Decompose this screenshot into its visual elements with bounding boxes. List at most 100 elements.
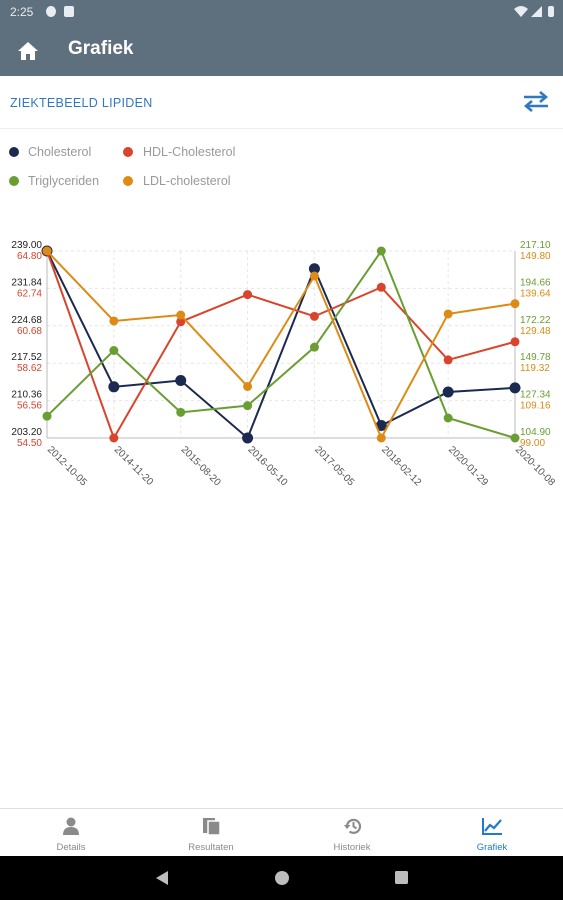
x-tick-label: 2018-02-12 xyxy=(379,444,423,488)
data-point-cholesterol xyxy=(442,386,454,398)
x-tick-label: 2014-11-20 xyxy=(112,444,156,488)
x-tick-label: 2020-10-08 xyxy=(513,444,557,488)
left-tick-label: 217.52 xyxy=(11,352,42,363)
left-tick-label: 203.20 xyxy=(11,427,42,438)
left-tick-label: 231.84 xyxy=(11,277,42,288)
left-tick-label: 54.50 xyxy=(17,438,42,449)
sync-status-icon xyxy=(46,6,56,17)
sim-status-icon xyxy=(64,6,74,17)
data-point-hdl-cholesterol xyxy=(376,282,386,292)
series-line-hdl-cholesterol xyxy=(46,250,516,441)
left-tick-label: 210.36 xyxy=(11,390,42,401)
legend-label-ldl: LDL-cholesterol xyxy=(143,174,231,188)
recents-icon[interactable] xyxy=(394,870,409,885)
left-tick-label: 58.62 xyxy=(17,363,42,374)
person-icon xyxy=(63,817,79,835)
nav-historiek[interactable]: Historiek xyxy=(282,809,422,857)
home-button-icon[interactable] xyxy=(274,870,290,886)
nav-label-grafiek: Grafiek xyxy=(476,842,508,853)
right-tick-label: 149.80 xyxy=(520,251,551,262)
section-label: ZIEKTEBEELD LIPIDEN xyxy=(10,96,153,110)
right-tick-label: 217.10 xyxy=(520,240,551,251)
right-tick-label: 99.00 xyxy=(520,438,545,449)
legend-label-hdl: HDL-Cholesterol xyxy=(143,145,236,159)
nav-label-historiek: Historiek xyxy=(333,842,371,853)
left-tick-label: 64.80 xyxy=(17,251,42,262)
right-tick-label: 149.78 xyxy=(520,352,551,363)
legend-label-triglyceriden: Triglyceriden xyxy=(28,174,100,188)
lipid-chart: 239.00 231.84 224.68 217.52 210.36 203.20 64.8… xyxy=(11,240,557,489)
data-point-triglyceriden xyxy=(243,401,253,411)
left-tick-label: 62.74 xyxy=(17,288,42,299)
left-tick-label: 60.68 xyxy=(17,326,42,337)
right-tick-label: 104.90 xyxy=(520,427,551,438)
bottom-nav: Details Resultaten Historiek Grafiek xyxy=(0,808,563,857)
left-tick-label: 56.56 xyxy=(17,401,42,412)
data-point-ldl-cholesterol xyxy=(42,246,52,256)
data-point-hdl-cholesterol xyxy=(109,433,119,443)
x-tick-label: 2016-05-10 xyxy=(245,444,289,488)
data-point-hdl-cholesterol xyxy=(443,355,453,365)
left-tick-label: 239.00 xyxy=(11,240,42,251)
nav-details[interactable]: Details xyxy=(1,809,141,857)
data-point-hdl-cholesterol xyxy=(510,337,520,347)
home-icon[interactable] xyxy=(16,40,40,62)
data-point-ldl-cholesterol xyxy=(376,433,386,443)
chart-icon xyxy=(482,818,502,835)
data-point-cholesterol xyxy=(108,381,120,393)
battery-icon xyxy=(548,6,554,17)
data-point-triglyceriden xyxy=(443,413,453,423)
data-point-ldl-cholesterol xyxy=(109,316,119,326)
system-nav-bar xyxy=(0,856,563,900)
right-tick-label: 127.34 xyxy=(520,390,551,401)
data-point-ldl-cholesterol xyxy=(243,381,253,391)
nav-grafiek[interactable]: Grafiek xyxy=(422,809,562,857)
data-point-ldl-cholesterol xyxy=(510,299,520,309)
right-tick-label: 172.22 xyxy=(520,315,551,326)
series-line-ldl-cholesterol xyxy=(46,250,516,441)
data-point-triglyceriden xyxy=(176,407,186,417)
x-tick-label: 2015-08-20 xyxy=(179,444,223,488)
nav-label-details: Details xyxy=(56,842,86,853)
legend-dot-cholesterol xyxy=(9,147,19,157)
series-line-triglyceriden xyxy=(46,248,516,439)
data-point-triglyceriden xyxy=(510,433,520,443)
wifi-icon xyxy=(514,6,528,17)
app-bar: Grafiek xyxy=(0,24,563,76)
documents-icon xyxy=(203,818,221,836)
data-point-triglyceriden xyxy=(376,246,386,256)
status-bar: 2:25 xyxy=(0,0,563,24)
right-tick-label: 109.16 xyxy=(520,401,551,412)
data-point-cholesterol xyxy=(175,375,187,387)
x-tick-label: 2020-01-29 xyxy=(446,444,490,488)
series-line-cholesterol xyxy=(46,250,516,440)
section-header: ZIEKTEBEELD LIPIDEN xyxy=(0,76,563,129)
back-icon[interactable] xyxy=(155,870,169,886)
x-tick-label: 2017-05-05 xyxy=(312,444,356,488)
data-point-cholesterol xyxy=(308,263,320,275)
right-tick-label: 139.64 xyxy=(520,288,551,299)
swap-icon[interactable] xyxy=(522,91,550,113)
data-point-cholesterol xyxy=(509,382,521,394)
data-point-triglyceriden xyxy=(42,411,52,421)
data-point-cholesterol xyxy=(242,432,254,444)
legend-dot-ldl xyxy=(123,176,133,186)
right-tick-label: 119.32 xyxy=(520,363,550,374)
status-time: 2:25 xyxy=(10,5,34,19)
data-point-hdl-cholesterol xyxy=(176,317,186,327)
history-icon xyxy=(344,818,362,834)
data-point-ldl-cholesterol xyxy=(443,309,453,319)
data-point-ldl-cholesterol xyxy=(309,271,319,281)
right-tick-label: 194.66 xyxy=(520,277,551,288)
data-point-hdl-cholesterol xyxy=(243,290,253,300)
legend-dot-triglyceriden xyxy=(9,176,19,186)
data-point-triglyceriden xyxy=(109,346,119,355)
nav-resultaten[interactable]: Resultaten xyxy=(141,809,281,857)
left-tick-label: 224.68 xyxy=(11,315,42,326)
x-tick-label: 2012-10-05 xyxy=(45,444,89,488)
page-title: Grafiek xyxy=(68,38,134,59)
data-point-ldl-cholesterol xyxy=(176,310,186,320)
signal-icon xyxy=(531,6,542,17)
data-point-hdl-cholesterol xyxy=(309,311,319,321)
nav-label-resultaten: Resultaten xyxy=(188,842,234,853)
